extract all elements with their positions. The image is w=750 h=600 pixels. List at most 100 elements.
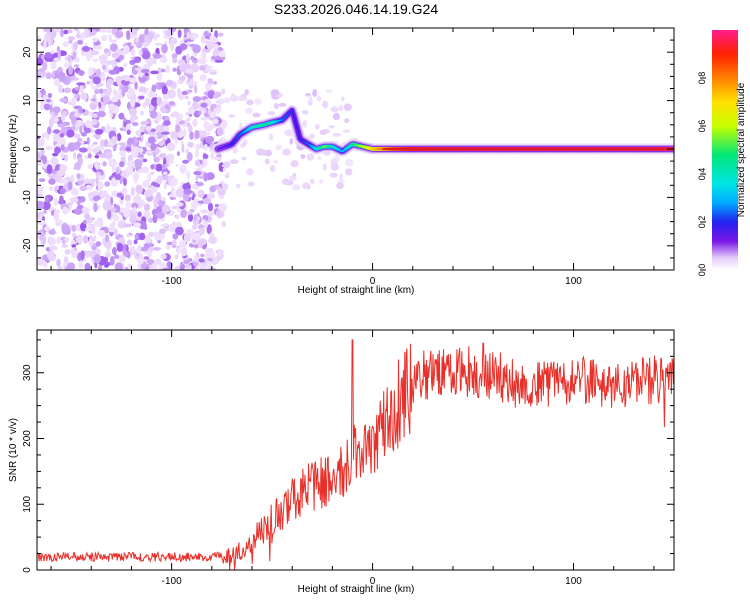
- noise-blob: [198, 258, 205, 263]
- noise-blob: [142, 179, 150, 188]
- noise-blob: [82, 46, 90, 52]
- scatter-blob: [332, 132, 342, 137]
- noise-blob: [86, 81, 90, 85]
- noise-blob: [186, 31, 190, 40]
- noise-blob: [131, 202, 139, 209]
- noise-blob: [209, 111, 217, 119]
- noise-blob: [46, 132, 50, 141]
- scatter-blob: [336, 179, 346, 184]
- noise-blob: [126, 129, 131, 135]
- noise-blob: [146, 259, 155, 264]
- snr-plot-area: [37, 339, 674, 570]
- noise-blob: [91, 37, 99, 43]
- noise-blob: [56, 258, 61, 268]
- noise-blob: [45, 72, 52, 80]
- noise-blob: [86, 137, 90, 145]
- noise-blob: [211, 54, 221, 61]
- noise-blob: [102, 193, 108, 197]
- noise-blob: [148, 31, 154, 41]
- noise-blob: [119, 161, 125, 168]
- noise-blob: [72, 152, 77, 160]
- noise-blob: [186, 152, 193, 162]
- noise-blob: [213, 156, 222, 161]
- scatter-blob: [275, 144, 283, 151]
- noise-blob: [192, 96, 202, 103]
- noise-blob: [205, 82, 211, 91]
- noise-blob: [67, 202, 74, 206]
- noise-blob: [207, 90, 215, 99]
- noise-blob: [121, 187, 128, 196]
- noise-blob: [158, 228, 166, 234]
- noise-blob: [208, 236, 218, 245]
- noise-blob: [147, 173, 152, 182]
- noise-blob: [155, 124, 164, 133]
- scatter-blob: [267, 111, 276, 116]
- scatter-blob: [273, 102, 279, 110]
- noise-blob: [152, 214, 158, 224]
- noise-blob: [210, 36, 217, 43]
- noise-blob: [90, 224, 96, 235]
- noise-blob: [138, 95, 145, 100]
- noise-blob: [129, 115, 135, 123]
- noise-blob: [217, 32, 224, 37]
- noise-blob: [106, 78, 114, 86]
- noise-blob: [122, 223, 132, 228]
- noise-blob: [100, 72, 105, 81]
- scatter-blob: [268, 133, 274, 141]
- noise-blob: [97, 181, 104, 190]
- noise-blob: [88, 178, 98, 183]
- scatter-blob: [228, 114, 235, 118]
- noise-blob: [80, 250, 85, 260]
- scatter-blob: [319, 129, 327, 135]
- noise-blob: [97, 264, 103, 270]
- noise-blob: [48, 178, 56, 185]
- snr-panel: -100 0 100 0 100 200 300 Height of straight li…: [8, 329, 675, 595]
- noise-blob: [37, 185, 44, 194]
- snr-axes: -100 0 100 0 100 200 300: [22, 330, 674, 587]
- noise-blob: [90, 85, 100, 90]
- scatter-blob: [289, 137, 293, 145]
- noise-blob: [91, 113, 99, 118]
- noise-blob: [133, 206, 137, 214]
- noise-blob: [86, 53, 91, 62]
- noise-blob: [62, 206, 69, 215]
- noise-blob: [208, 69, 218, 73]
- noise-blob: [156, 71, 163, 82]
- noise-blob: [160, 69, 166, 73]
- scatter-blob: [264, 158, 270, 165]
- noise-blob: [135, 184, 143, 194]
- y-tick-label: 100: [22, 495, 33, 512]
- noise-blob: [184, 266, 191, 270]
- noise-blob: [67, 36, 75, 41]
- noise-blob: [127, 137, 135, 144]
- scatter-blob: [223, 97, 231, 104]
- scatter-blob: [316, 95, 322, 102]
- noise-blob: [112, 214, 120, 222]
- noise-blob: [203, 157, 208, 167]
- noise-blob: [71, 97, 77, 107]
- colorbar: 0.0 0.2 0.4 0.6 0.8 Normalized spectral ampl…: [697, 30, 747, 276]
- scatter-blob: [330, 163, 339, 171]
- noise-blob: [48, 186, 54, 191]
- noise-blob: [130, 149, 139, 158]
- noise-blob: [79, 125, 83, 134]
- noise-blob: [48, 229, 56, 235]
- noise-blob: [121, 87, 126, 97]
- noise-blob: [156, 96, 163, 107]
- noise-blob: [63, 87, 72, 94]
- noise-blob: [127, 263, 132, 270]
- noise-blob: [43, 210, 47, 214]
- colorbar-tick-label: 0.6: [697, 120, 707, 133]
- scatter-blob: [322, 163, 327, 171]
- noise-blob: [171, 205, 178, 210]
- noise-blob: [154, 259, 162, 264]
- noise-blob: [168, 193, 176, 198]
- noise-blob: [197, 174, 201, 179]
- noise-blob: [186, 75, 194, 79]
- noise-blob: [38, 68, 45, 72]
- scatter-blob: [345, 168, 353, 176]
- noise-blob: [161, 174, 169, 181]
- scatter-blob: [222, 183, 229, 191]
- noise-blob: [118, 54, 124, 61]
- noise-blob: [182, 183, 191, 191]
